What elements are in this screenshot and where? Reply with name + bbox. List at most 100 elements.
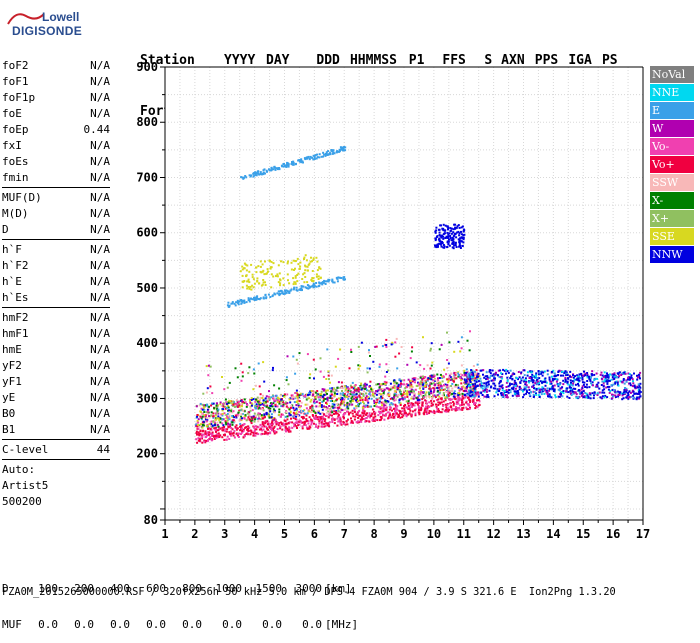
data-point [287,279,289,282]
data-point [311,270,314,272]
data-point [548,376,551,379]
data-point [422,387,425,390]
data-point [228,411,231,414]
data-point [592,397,595,400]
data-point [430,404,433,407]
data-point [380,407,383,410]
data-point [362,406,364,409]
data-point [405,400,408,403]
data-point [523,374,526,377]
data-point [304,424,307,427]
data-point [366,412,368,415]
data-point [604,380,607,383]
data-point [445,408,448,411]
data-point [458,399,461,402]
data-point [374,411,377,414]
data-point [305,414,308,417]
data-point [419,381,422,384]
data-point [205,433,208,436]
data-point [446,386,449,389]
data-point [467,374,470,377]
data-point [257,412,260,415]
data-point [461,392,464,395]
data-point [320,417,323,420]
data-point [262,296,265,299]
data-point [505,372,507,375]
data-point [606,376,609,378]
data-point [394,390,397,393]
data-point [426,402,428,405]
data-point [284,426,287,429]
data-point [208,431,211,434]
data-point [280,413,283,416]
data-point [531,385,534,388]
data-point [282,277,285,280]
data-point [586,393,589,396]
legend-x-: X+ [650,210,694,227]
data-point [376,383,379,386]
data-point [256,295,259,298]
data-point [377,414,380,417]
data-point [450,385,453,387]
data-point [265,405,268,408]
data-point [446,236,449,239]
data-point [503,369,506,372]
data-point [431,411,434,414]
data-point [309,285,312,288]
data-point [343,394,346,397]
data-point [446,225,449,228]
data-point [407,404,410,407]
data-point [311,277,314,279]
data-point [404,412,406,415]
data-point [435,405,438,408]
data-point [541,371,544,374]
data-point [306,157,308,160]
header-label-6: FFS [442,53,466,68]
data-point [222,405,225,408]
data-point [256,399,259,402]
data-point [594,377,597,380]
data-point [406,383,408,386]
data-point [336,150,339,153]
data-point [465,378,468,381]
data-point [479,377,482,380]
data-point [262,394,264,397]
data-point [257,405,260,407]
data-point [442,375,445,378]
data-point [322,417,325,420]
data-point [283,395,286,398]
data-point [227,417,230,419]
data-point [324,398,327,400]
data-point [501,389,504,392]
data-point [448,244,451,247]
header-label-9: PPS [534,53,559,68]
data-point [570,376,573,379]
data-point [344,395,347,398]
data-point [410,383,413,386]
data-point [277,281,280,284]
data-point [249,429,252,432]
data-point [460,230,462,233]
data-point [331,150,334,153]
data-point [393,379,396,382]
data-point [465,387,468,390]
data-point [291,161,293,163]
data-point [485,382,488,385]
data-point [460,387,463,390]
data-point [358,394,361,397]
data-point [638,389,641,392]
data-point [313,416,316,419]
data-point [576,374,579,377]
data-point [496,389,499,392]
data-point [347,418,349,421]
data-point [284,430,287,433]
data-point [474,407,477,410]
data-point [253,174,256,177]
data-point [391,403,394,406]
data-point [316,410,319,413]
data-point [246,264,249,267]
data-point [326,399,329,402]
data-point [511,378,514,381]
data-point [317,425,320,428]
data-point [467,408,470,411]
